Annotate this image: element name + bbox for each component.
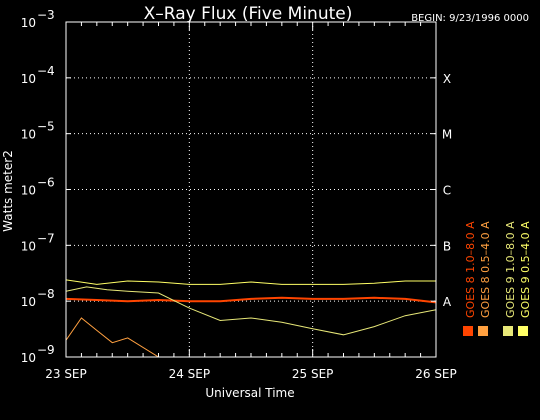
flare-class-b: B [443,239,451,253]
y-ticks: 10−910−810−710−610−510−410−3 [21,8,436,365]
series-line-1 [66,296,436,304]
y-tick-exponent: −6 [37,176,55,190]
y-tick-label: 10−5 [21,120,55,142]
x-tick-label: 24 SEP [169,367,211,381]
flare-class-c: C [443,184,451,198]
y-tick-exponent: −9 [37,343,55,357]
chart-title: X–Ray Flux (Five Minute) [144,4,353,24]
y-tick-label: 10−3 [21,8,55,30]
y-tick-label: 10−8 [21,287,55,309]
x-ticks: 23 SEP 24 SEP 25 SEP 26 SEP [45,22,457,381]
y-tick-base: 10 [21,128,36,142]
y-tick-exponent: −3 [37,8,55,22]
series-line-4 [66,279,436,285]
series-line-3 [66,286,436,336]
y-tick-base: 10 [21,72,36,86]
flare-class-labels: A B C M X [442,72,452,309]
y-tick-exponent: −4 [37,64,55,78]
begin-date: BEGIN: 9/23/1996 0000 [411,13,529,24]
x-axis-label: Universal Time [205,386,294,400]
y-tick-exponent: −7 [37,231,55,245]
legend-swatch [478,326,488,336]
legend-swatch [463,326,473,336]
series-layer [66,279,436,357]
x-tick-label: 25 SEP [292,367,334,381]
legend-label: GOES 8 0.5–4.0 A [479,221,492,318]
series-line-2 [66,317,436,357]
y-tick-exponent: −5 [37,120,55,134]
y-tick-base: 10 [21,239,36,253]
y-tick-label: 10−7 [21,231,55,253]
x-tick-label: 26 SEP [415,367,457,381]
flare-class-a: A [443,295,452,309]
legend-swatch [503,326,513,336]
flare-class-m: M [442,128,452,142]
y-tick-exponent: −8 [37,287,55,301]
x-tick-label: 23 SEP [45,367,87,381]
y-tick-base: 10 [21,295,36,309]
y-tick-label: 10−6 [21,176,55,198]
y-tick-base: 10 [21,16,36,30]
y-axis-label: Watts meter2 [1,150,15,232]
y-tick-label: 10−4 [21,64,55,86]
legend-swatch [518,326,528,336]
y-tick-base: 10 [21,184,36,198]
y-tick-label: 10−9 [21,343,55,365]
legend: GOES 8 1.0–8.0 A GOES 8 0.5–4.0 A GOES 9 1… [463,221,532,336]
flare-class-x: X [443,72,451,86]
legend-label: GOES 8 1.0–8.0 A [464,221,477,318]
grid-layer [66,22,436,357]
legend-label: GOES 9 0.5–4.0 A [519,221,532,318]
legend-label: GOES 9 1.0–8.0 A [504,221,517,318]
y-tick-base: 10 [21,351,36,365]
